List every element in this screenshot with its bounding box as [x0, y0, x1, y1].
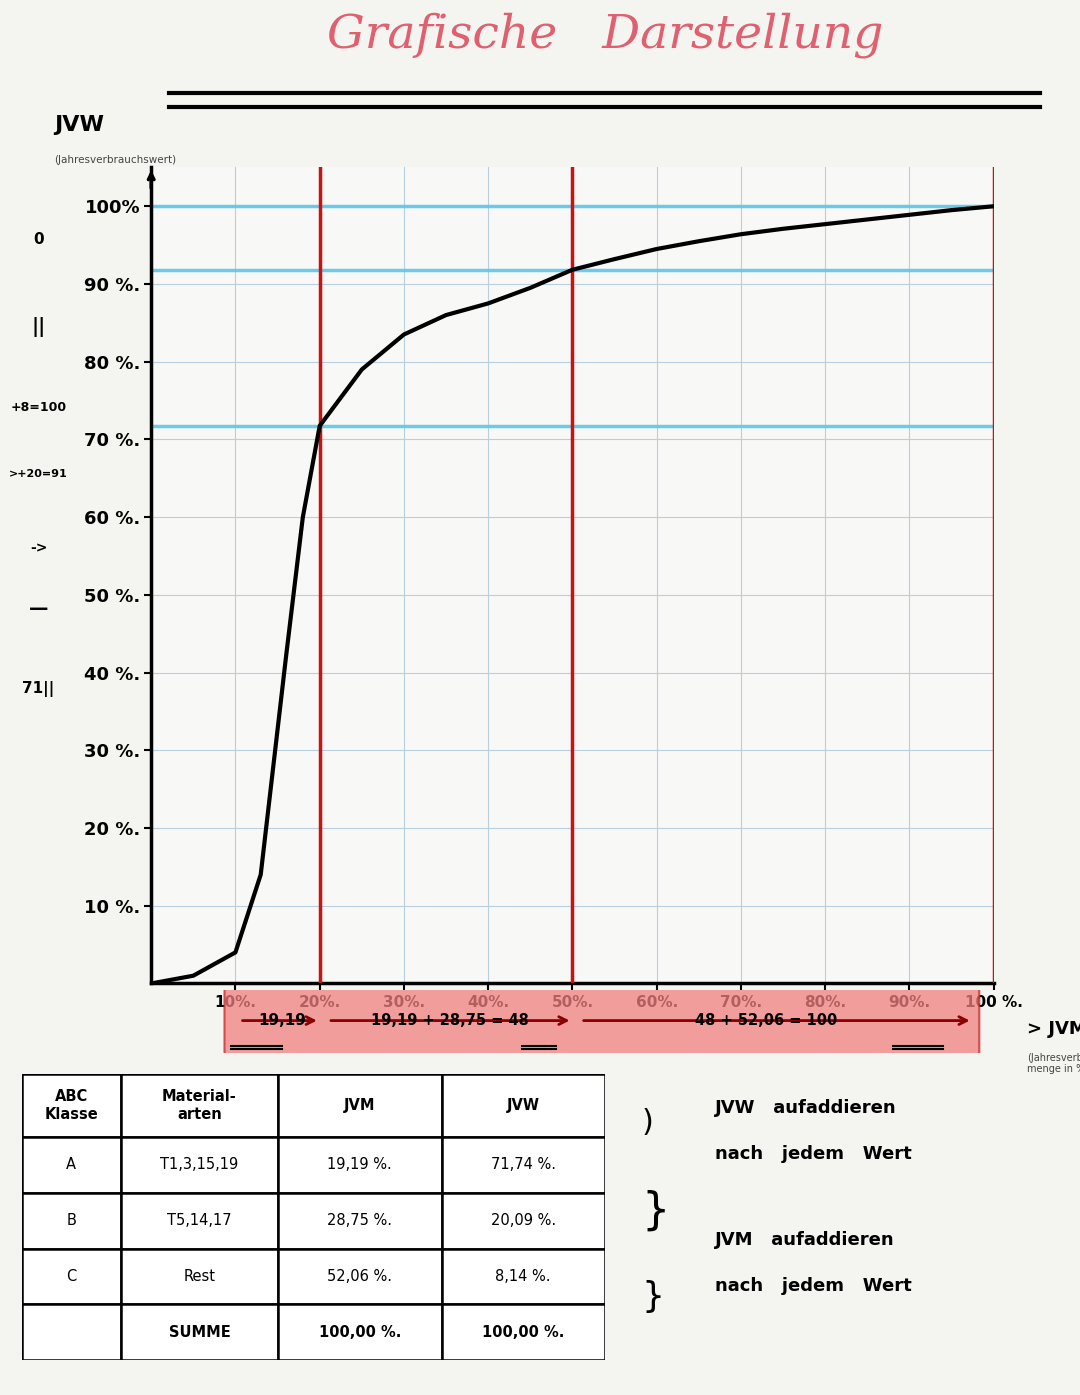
Text: 52,06 %.: 52,06 %. — [327, 1269, 392, 1283]
Text: ABC
Klasse: ABC Klasse — [44, 1089, 98, 1122]
Text: nach   jedem   Wert: nach jedem Wert — [715, 1145, 912, 1163]
Text: 100,00 %.: 100,00 %. — [319, 1325, 401, 1339]
Text: Grafische   Darstellung: Grafische Darstellung — [326, 13, 883, 57]
Text: ||: || — [31, 317, 45, 338]
Text: JVM: JVM — [345, 1098, 376, 1113]
Bar — [442, 1249, 605, 1304]
Text: Rest: Rest — [184, 1269, 216, 1283]
Bar — [279, 1193, 442, 1249]
Text: (Jahresverbrauchswert): (Jahresverbrauchswert) — [54, 155, 176, 165]
Bar — [279, 1304, 442, 1360]
Text: JVW   aufaddieren: JVW aufaddieren — [715, 1099, 896, 1117]
Text: 71,74 %.: 71,74 %. — [490, 1158, 555, 1172]
Text: JVM   aufaddieren: JVM aufaddieren — [715, 1230, 894, 1249]
Bar — [22, 1304, 121, 1360]
Text: > JVM: > JVM — [1027, 1020, 1080, 1038]
Text: nach   jedem   Wert: nach jedem Wert — [715, 1276, 912, 1295]
Bar — [121, 1249, 279, 1304]
Text: JVW: JVW — [54, 114, 105, 135]
Text: T5,14,17: T5,14,17 — [167, 1214, 232, 1228]
Text: 48 + 52,06 = 100: 48 + 52,06 = 100 — [696, 1013, 837, 1028]
Text: 71||: 71|| — [23, 681, 55, 696]
Text: T1,3,15,19: T1,3,15,19 — [160, 1158, 239, 1172]
Text: }: } — [642, 1190, 670, 1233]
Bar — [442, 1193, 605, 1249]
Text: Material-
arten: Material- arten — [162, 1089, 237, 1122]
Bar — [22, 1137, 121, 1193]
Bar — [22, 1249, 121, 1304]
Text: C: C — [66, 1269, 77, 1283]
Text: JVW: JVW — [507, 1098, 540, 1113]
Text: 19,19: 19,19 — [258, 1013, 306, 1028]
Bar — [121, 1304, 279, 1360]
Bar — [442, 1304, 605, 1360]
Text: 19,19 %.: 19,19 %. — [327, 1158, 392, 1172]
Text: +8=100: +8=100 — [11, 400, 67, 414]
Text: 20,09 %.: 20,09 %. — [490, 1214, 556, 1228]
Bar — [22, 1074, 121, 1137]
Bar — [279, 1249, 442, 1304]
Text: SUMME: SUMME — [168, 1325, 230, 1339]
Text: }: } — [642, 1281, 664, 1314]
FancyBboxPatch shape — [225, 975, 980, 1069]
Text: 8,14 %.: 8,14 %. — [496, 1269, 551, 1283]
Bar — [442, 1137, 605, 1193]
Text: —: — — [29, 598, 49, 618]
Text: ->: -> — [30, 541, 48, 555]
Bar — [121, 1137, 279, 1193]
Text: 19,19 + 28,75 = 48: 19,19 + 28,75 = 48 — [372, 1013, 529, 1028]
Bar — [121, 1074, 279, 1137]
Bar — [279, 1074, 442, 1137]
Bar — [22, 1193, 121, 1249]
Bar — [442, 1074, 605, 1137]
Text: (Jahresverbrauchs-
menge in %): (Jahresverbrauchs- menge in %) — [1027, 1053, 1080, 1074]
Text: >+20=91: >+20=91 — [10, 469, 68, 480]
Text: A: A — [66, 1158, 77, 1172]
Text: 100,00 %.: 100,00 %. — [482, 1325, 565, 1339]
Text: B: B — [66, 1214, 76, 1228]
Text: 0: 0 — [33, 233, 44, 247]
Text: ): ) — [642, 1108, 653, 1137]
Bar — [121, 1193, 279, 1249]
Bar — [279, 1137, 442, 1193]
Text: 28,75 %.: 28,75 %. — [327, 1214, 392, 1228]
